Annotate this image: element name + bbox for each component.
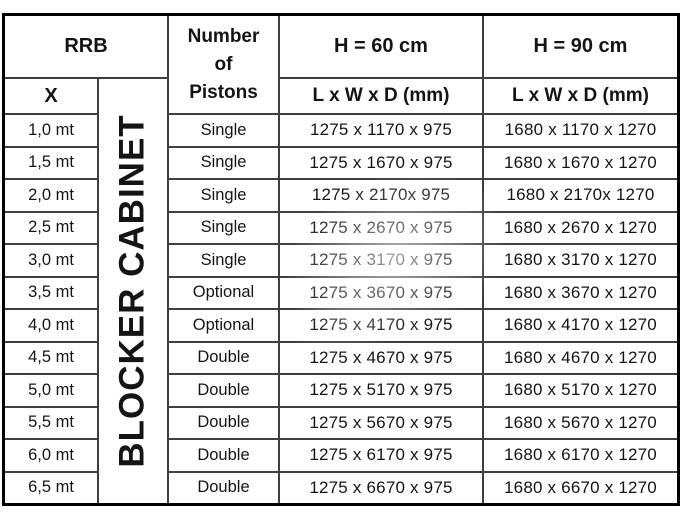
row-dim-h60: 1275 x 2170x 975 <box>280 180 482 211</box>
row-dim-h90: 1680 x 2670 x 1270 <box>484 212 677 243</box>
row-dim-h60: 1275 x 2670 x 975 <box>280 212 482 243</box>
row-size: 2,0 mt <box>5 180 97 211</box>
row-pistons: Double <box>169 407 278 438</box>
header-number-of-pistons: Number of Pistons <box>169 16 278 113</box>
row-dim-h90: 1680 x 1670 x 1270 <box>484 147 677 178</box>
header-pistons-line-3: Pistons <box>189 82 258 103</box>
header-h60: H = 60 cm <box>280 16 482 77</box>
row-dim-h90: 1680 x 4170 x 1270 <box>484 310 677 341</box>
row-dim-h90: 1680 x 3170 x 1270 <box>484 245 677 276</box>
row-pistons: Double <box>169 440 278 471</box>
row-dim-h60: 1275 x 4670 x 975 <box>280 342 482 373</box>
header-h90: H = 90 cm <box>484 16 677 77</box>
row-pistons: Double <box>169 375 278 406</box>
row-dim-h60: 1275 x 6170 x 975 <box>280 440 482 471</box>
header-rrb: RRB <box>5 16 167 77</box>
row-size: 6,5 mt <box>5 472 97 503</box>
header-pistons-line-2: of <box>214 54 233 75</box>
row-dim-h60: 1275 x 4170 x 975 <box>280 310 482 341</box>
row-size: 3,5 mt <box>5 277 97 308</box>
row-pistons: Optional <box>169 310 278 341</box>
header-lwd-h90: L x W x D (mm) <box>484 79 677 113</box>
row-dim-h90: 1680 x 4670 x 1270 <box>484 342 677 373</box>
row-dim-h60: 1275 x 1670 x 975 <box>280 147 482 178</box>
row-size: 2,5 mt <box>5 212 97 243</box>
row-pistons: Single <box>169 212 278 243</box>
row-dim-h90: 1680 x 3670 x 1270 <box>484 277 677 308</box>
row-pistons: Single <box>169 245 278 276</box>
row-dim-h60: 1275 x 5170 x 975 <box>280 375 482 406</box>
row-dim-h60: 1275 x 3170 x 975 <box>280 245 482 276</box>
header-pistons-line-1: Number <box>187 26 260 47</box>
row-pistons: Double <box>169 342 278 373</box>
row-size: 1,0 mt <box>5 115 97 146</box>
row-pistons: Optional <box>169 277 278 308</box>
row-pistons: Single <box>169 147 278 178</box>
row-dim-h90: 1680 x 6670 x 1270 <box>484 472 677 503</box>
row-size: 3,0 mt <box>5 245 97 276</box>
row-dim-h60: 1275 x 1170 x 975 <box>280 115 482 146</box>
header-lwd-h60: L x W x D (mm) <box>280 79 482 113</box>
row-pistons: Single <box>169 180 278 211</box>
header-x: X <box>5 79 97 113</box>
row-dim-h60: 1275 x 5670 x 975 <box>280 407 482 438</box>
row-dim-h90: 1680 x 5670 x 1270 <box>484 407 677 438</box>
row-dim-h60: 1275 x 3670 x 975 <box>280 277 482 308</box>
blocker-cabinet-spec-table: RRB Number of Pistons H = 60 cm H = 90 c… <box>2 13 680 506</box>
row-dim-h90: 1680 x 5170 x 1270 <box>484 375 677 406</box>
row-dim-h90: 1680 x 6170 x 1270 <box>484 440 677 471</box>
row-pistons: Single <box>169 115 278 146</box>
row-size: 1,5 mt <box>5 147 97 178</box>
row-size: 5,0 mt <box>5 375 97 406</box>
row-dim-h90: 1680 x 2170x 1270 <box>484 180 677 211</box>
row-dim-h60: 1275 x 6670 x 975 <box>280 472 482 503</box>
row-size: 6,0 mt <box>5 440 97 471</box>
row-size: 4,5 mt <box>5 342 97 373</box>
row-pistons: Double <box>169 472 278 503</box>
vertical-label-blocker-cabinet: BLOCKER CABINET <box>99 79 167 503</box>
row-size: 5,5 mt <box>5 407 97 438</box>
row-size: 4,0 mt <box>5 310 97 341</box>
row-dim-h90: 1680 x 1170 x 1270 <box>484 115 677 146</box>
